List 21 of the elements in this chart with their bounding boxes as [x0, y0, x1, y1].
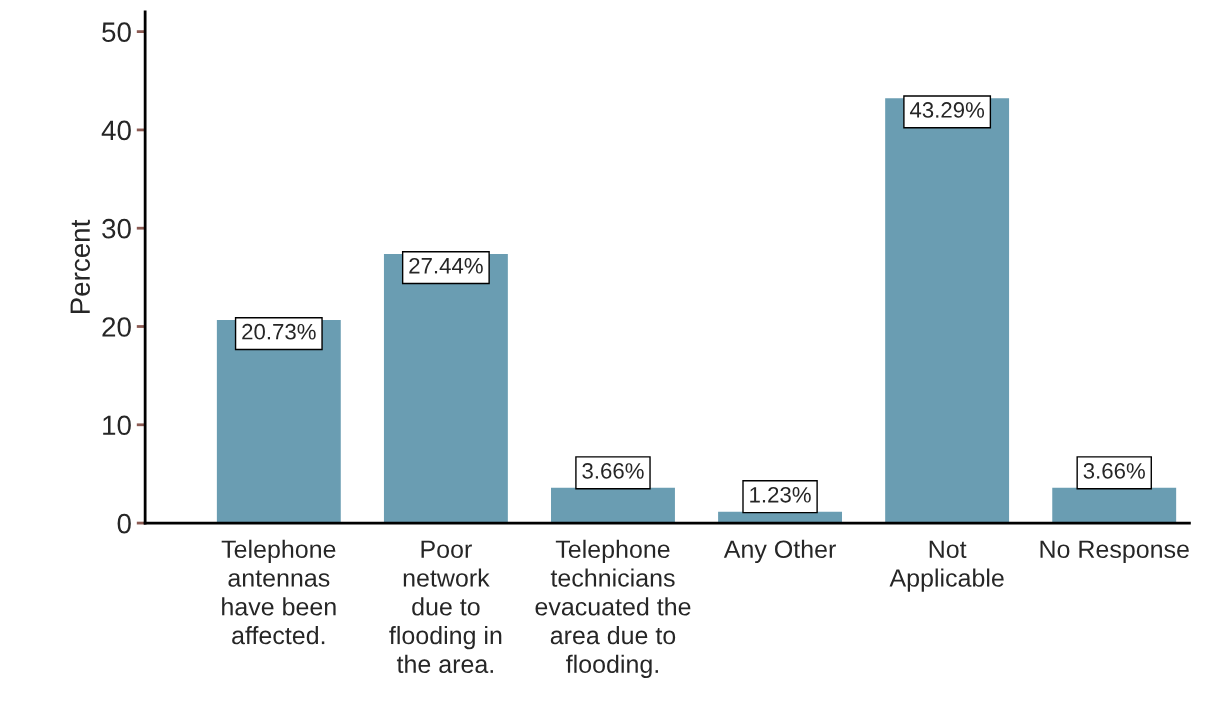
data-label: 3.66%: [1083, 463, 1145, 479]
bar: [883, 96, 1011, 524]
y-tick-label: 10: [103, 415, 131, 436]
data-label: 20.73%: [242, 323, 316, 340]
x-tick-label: Telephone technicians evacuated the area due to flooding.: [535, 539, 691, 678]
data-label: 27.44%: [409, 257, 483, 274]
y-tick-label: 0: [117, 513, 131, 534]
data-label: 43.29%: [909, 102, 985, 118]
y-tick-label: 50: [102, 22, 131, 42]
x-tick-label: Not Applicable: [889, 540, 1004, 592]
x-tick-label: Telephone antennas have been affected.: [221, 539, 336, 645]
y-tick-label: 20: [102, 317, 131, 337]
bar: [382, 252, 510, 524]
data-label: 1.23%: [750, 486, 811, 503]
x-tick-label: Any Other: [723, 539, 836, 564]
y-tick-label: 30: [102, 218, 131, 239]
y-tick-label: 40: [101, 120, 131, 141]
x-tick-label: Poor network due to flooding in the area.: [389, 540, 502, 674]
data-label: 3.66%: [582, 463, 644, 479]
x-tick-label: No Response: [1040, 540, 1189, 564]
y-axis-title: Percent: [70, 219, 91, 314]
